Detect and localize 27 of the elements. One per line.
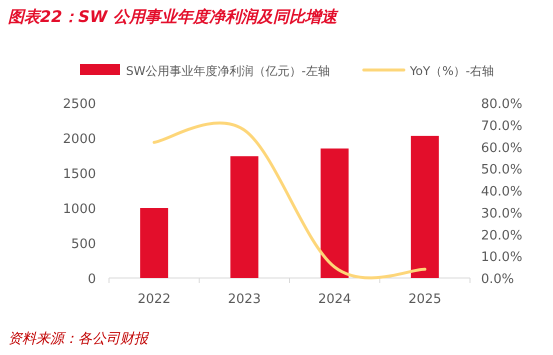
bar: [320, 148, 349, 278]
y2-tick-label: 20.0%: [481, 228, 522, 244]
x-tick-label: 2022: [138, 292, 171, 307]
y2-tick-label: 10.0%: [481, 250, 522, 266]
bar: [410, 136, 439, 278]
y-tick-label: 0: [88, 272, 96, 287]
chart-title: 图表22：SW 公用事业年度净利润及同比增速: [8, 7, 340, 26]
y-tick-label: 1000: [62, 202, 96, 217]
y-tick-label: 500: [71, 237, 96, 252]
bar: [230, 156, 258, 278]
x-tick-label: 2025: [408, 292, 442, 307]
y2-tick-label: 40.0%: [481, 184, 522, 200]
y-tick-label: 2000: [62, 132, 96, 147]
bar: [140, 208, 168, 278]
legend-label: SW公用事业年度净利润（亿元）-左轴: [126, 64, 330, 78]
x-tick-label: 2023: [228, 292, 261, 307]
text: 资料来源：各公司财报: [8, 331, 150, 347]
x-tick-label: 2024: [318, 292, 352, 307]
y2-tick-label: 0.0%: [481, 272, 514, 287]
legend-label: YoY（%）-右轴: [408, 64, 494, 78]
y2-tick-label: 60.0%: [481, 140, 522, 156]
y-tick-label: 2500: [62, 97, 96, 112]
y2-tick-label: 80.0%: [481, 97, 522, 112]
y2-tick-label: 70.0%: [481, 118, 522, 134]
y2-tick-label: 50.0%: [481, 162, 522, 178]
y-tick-label: 1500: [62, 167, 96, 182]
y2-tick-label: 30.0%: [481, 206, 522, 222]
